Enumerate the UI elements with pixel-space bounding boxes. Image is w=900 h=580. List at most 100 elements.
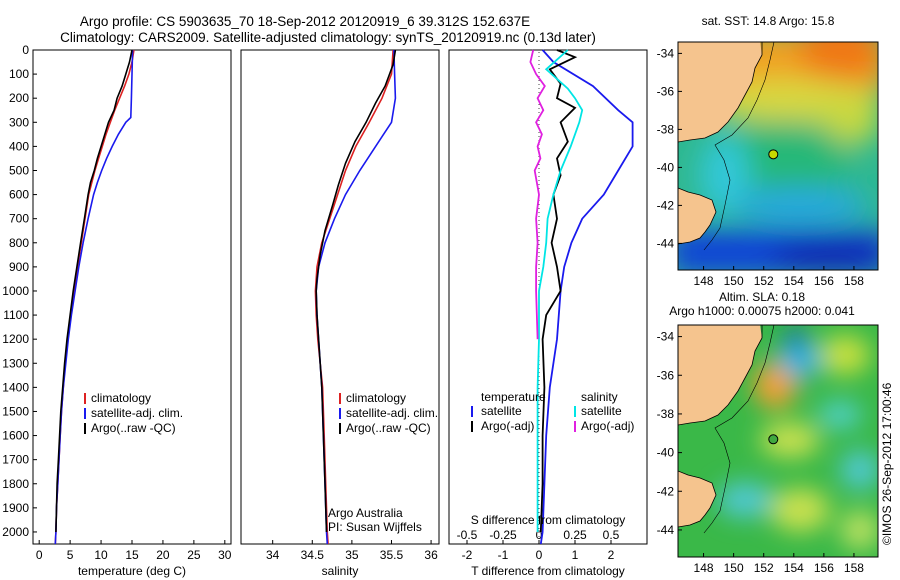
diff-series-3	[529, 49, 546, 340]
sal-legend-climatology-label: climatology	[346, 391, 406, 405]
depth-tick-label-1200: 1200	[2, 332, 29, 346]
difference-legend: temperature satellite Argo(-adj) salinit…	[471, 390, 634, 433]
depth-tick-label-1100: 1100	[3, 308, 29, 322]
depth-tick-label-1900: 1900	[2, 501, 29, 515]
s-diff-tick-label-3: 0.25	[563, 528, 587, 542]
map4-xtick-label-154: 154	[784, 561, 804, 575]
legend-argo-label: Argo(..raw -QC)	[91, 421, 176, 435]
map4-ytick-label--36: -36	[657, 368, 675, 382]
sla-blobs	[717, 329, 878, 550]
t-diff-tick-label-0: 0	[536, 548, 543, 562]
map4-ytick-label--34: -34	[657, 330, 675, 344]
map4-ytick-label--42: -42	[657, 484, 675, 498]
temp-tick-label-30: 30	[218, 548, 232, 562]
sla-cyan-c	[840, 450, 878, 490]
sal-tick-label-34.5: 34.5	[301, 548, 325, 562]
depth-tick-label-0: 0	[22, 43, 29, 57]
s-diff-tick-label-4: 0.5	[603, 528, 620, 542]
sst-map-title: sat. SST: 14.8 Argo: 15.8	[702, 14, 835, 28]
legend-s-satellite-label: satellite	[581, 404, 622, 418]
sal-series-2	[315, 49, 397, 533]
map3-ytick-label--34: -34	[657, 46, 675, 60]
argo-australia-note: Argo Australia	[328, 506, 403, 520]
sst-warm-ne	[800, 42, 878, 85]
sla-cyan-ring	[778, 342, 822, 378]
salinity-ticks: 34 34.5 35 35.5 36	[266, 540, 438, 562]
depth-tick-label-1800: 1800	[2, 477, 29, 491]
sst-blue-mid	[730, 187, 870, 223]
sla-coastline	[678, 325, 763, 528]
legend-s-argo-label: Argo(-adj)	[581, 419, 634, 433]
sst-contour	[703, 42, 775, 251]
sst-cyan-west	[700, 135, 750, 215]
temp-tick-label-5: 5	[67, 548, 74, 562]
sla-cyan-a	[818, 401, 862, 429]
temp-tick-label-0: 0	[36, 548, 43, 562]
legend-t-satellite-label: satellite	[481, 404, 522, 418]
s-diff-xlabel: S difference from climatology	[471, 513, 626, 527]
s-diff-tick-label-1: -0.25	[489, 528, 517, 542]
sal-tick-label-35.5: 35.5	[380, 548, 404, 562]
pi-note: PI: Susan Wijffels	[328, 520, 422, 534]
t-diff-tick-label--1: -1	[498, 548, 509, 562]
t-diff-tick-label-2: 2	[608, 548, 615, 562]
diff-series-2	[536, 49, 584, 532]
t-diff-tick-label-1: 1	[572, 548, 579, 562]
depth-tick-label-900: 900	[9, 260, 29, 274]
sst-cold-core	[770, 240, 878, 270]
sla-yellow-east	[840, 510, 878, 550]
sla-map-panel: Altim. SLA: 0.18 Argo h1000: 0.00075 h20…	[657, 290, 879, 575]
temp-tick-label-10: 10	[94, 548, 108, 562]
map3-ytick-label--36: -36	[657, 84, 675, 98]
sla-land	[678, 325, 762, 527]
sst-map-ticks: 148 150 152 154 156 158 -34 -36 -38 -40 -42 -44	[657, 46, 865, 288]
salinity-panel: 34 34.5 35 35.5 36 salinity climatology sate…	[240, 49, 440, 578]
sst-land	[678, 42, 762, 244]
sla-map-title: Altim. SLA: 0.18	[719, 290, 805, 304]
map3-xtick-label-148: 148	[694, 274, 714, 288]
t-diff-tick-label--2: -2	[462, 548, 473, 562]
salinity-lines	[314, 49, 397, 545]
argo-position-marker-sla	[768, 434, 779, 445]
depth-tick-label-1400: 1400	[2, 380, 29, 394]
depth-tick-label-800: 800	[9, 236, 29, 250]
depth-tick-label-400: 400	[9, 139, 29, 153]
argo-position-marker	[768, 149, 779, 160]
temperature-legend: climatology satellite-adj. clim. Argo(..…	[84, 391, 183, 435]
salinity-xlabel: salinity	[322, 564, 359, 578]
temp-tick-label-15: 15	[125, 548, 139, 562]
legend-satellite-label: satellite-adj. clim.	[91, 406, 183, 420]
temperature-panel: 0100200300400500600700800900100011001200…	[2, 43, 232, 578]
legend-temperature-title: temperature	[481, 390, 546, 404]
salinity-legend: climatology satellite-adj. clim. Argo(..…	[339, 391, 438, 435]
depth-tick-label-1300: 1300	[2, 356, 29, 370]
temp-series-2	[55, 49, 133, 533]
depth-tick-label-1600: 1600	[2, 429, 29, 443]
temperature-axes	[32, 49, 232, 545]
depth-tick-label-1500: 1500	[2, 404, 29, 418]
map4-xtick-label-148: 148	[694, 561, 714, 575]
sst-yellow-east	[820, 95, 878, 145]
map4-xtick-label-150: 150	[724, 561, 744, 575]
map4-xtick-label-156: 156	[814, 561, 834, 575]
difference-axes	[448, 49, 648, 545]
map4-ytick-label--44: -44	[657, 523, 675, 537]
depth-tick-label-1700: 1700	[2, 453, 29, 467]
depth-tick-label-2000: 2000	[2, 525, 29, 539]
depth-tick-label-500: 500	[9, 163, 29, 177]
sst-coastline	[678, 42, 763, 245]
depth-tick-label-700: 700	[9, 212, 29, 226]
map3-xtick-label-158: 158	[844, 274, 864, 288]
map4-xtick-label-152: 152	[754, 561, 774, 575]
sal-legend-argo-label: Argo(..raw -QC)	[346, 421, 431, 435]
sst-map-panel: sat. SST: 14.8 Argo: 15.8 148 150 152 154 15…	[657, 14, 879, 288]
legend-climatology-label: climatology	[91, 391, 151, 405]
legend-salinity-title: salinity	[581, 390, 618, 404]
sal-tick-label-34: 34	[266, 548, 280, 562]
map3-ytick-label--40: -40	[657, 160, 675, 174]
temp-tick-label-20: 20	[156, 548, 170, 562]
sst-field	[678, 42, 878, 270]
title-line2: Climatology: CARS2009. Satellite-adjuste…	[60, 30, 596, 45]
map4-ytick-label--38: -38	[657, 407, 675, 421]
depth-tick-label-600: 600	[9, 188, 29, 202]
